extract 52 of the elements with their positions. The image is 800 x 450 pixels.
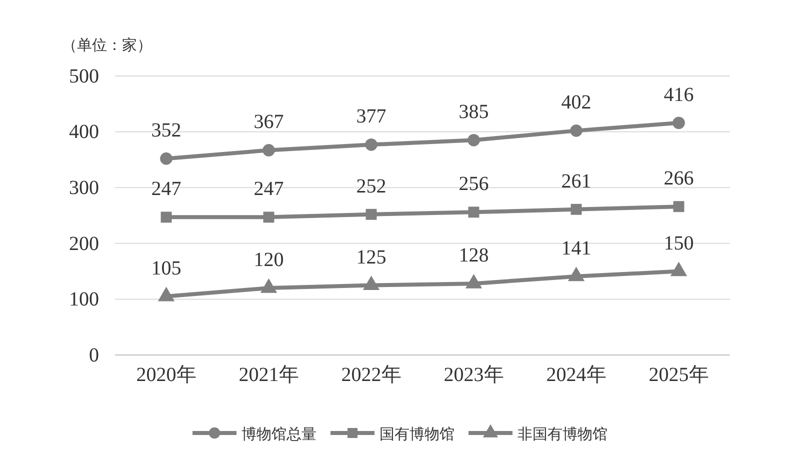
x-tick-label: 2025年 (648, 364, 709, 386)
point (262, 144, 275, 156)
x-tick-label: 2021年 (238, 364, 299, 386)
y-tick-label: 0 (89, 344, 99, 366)
point (260, 278, 278, 293)
data-label: 352 (151, 120, 182, 142)
point (263, 212, 274, 223)
point (670, 262, 688, 276)
data-label: 128 (458, 244, 489, 267)
data-label: 385 (458, 101, 489, 124)
y-tick-label: 400 (69, 121, 99, 144)
x-tick-label: 2023年 (444, 364, 504, 386)
legend-label: 国有博物馆 (380, 426, 454, 443)
point (366, 208, 377, 220)
data-label: 377 (356, 106, 386, 128)
point (570, 204, 582, 215)
data-label: 252 (356, 175, 386, 198)
x-tick-label: 2020年 (136, 364, 196, 386)
point (362, 276, 380, 290)
data-label: 367 (254, 111, 284, 134)
point (160, 212, 172, 223)
data-label: 402 (561, 92, 592, 114)
point (468, 206, 480, 218)
legend-label: 非国有博物馆 (518, 426, 608, 443)
point (465, 274, 482, 288)
point (160, 152, 172, 165)
point (158, 286, 175, 302)
point (568, 266, 585, 282)
text: （单位：家） (62, 37, 152, 54)
point (672, 116, 685, 130)
data-label: 247 (254, 178, 284, 200)
x-tick-label: 2022年 (341, 364, 402, 386)
y-tick-label: 100 (69, 288, 99, 311)
legend-label: 博物馆总量 (242, 426, 316, 443)
data-label: 247 (151, 178, 182, 200)
data-label: 120 (254, 249, 284, 272)
point (570, 124, 582, 137)
data-label: 105 (151, 257, 182, 280)
point (365, 138, 378, 151)
data-label: 125 (356, 246, 386, 268)
x-tick-label: 2024年 (546, 364, 606, 386)
y-tick-label: 500 (69, 65, 99, 88)
y-tick-label: 200 (69, 232, 99, 255)
point (468, 134, 480, 146)
data-label: 141 (561, 237, 592, 260)
point (673, 201, 684, 212)
data-label: 416 (664, 84, 694, 106)
y-tick-label: 300 (69, 177, 99, 199)
data-label: 150 (664, 232, 694, 254)
data-label: 261 (561, 170, 592, 192)
data-label: 266 (664, 168, 694, 190)
data-label: 256 (458, 173, 489, 196)
